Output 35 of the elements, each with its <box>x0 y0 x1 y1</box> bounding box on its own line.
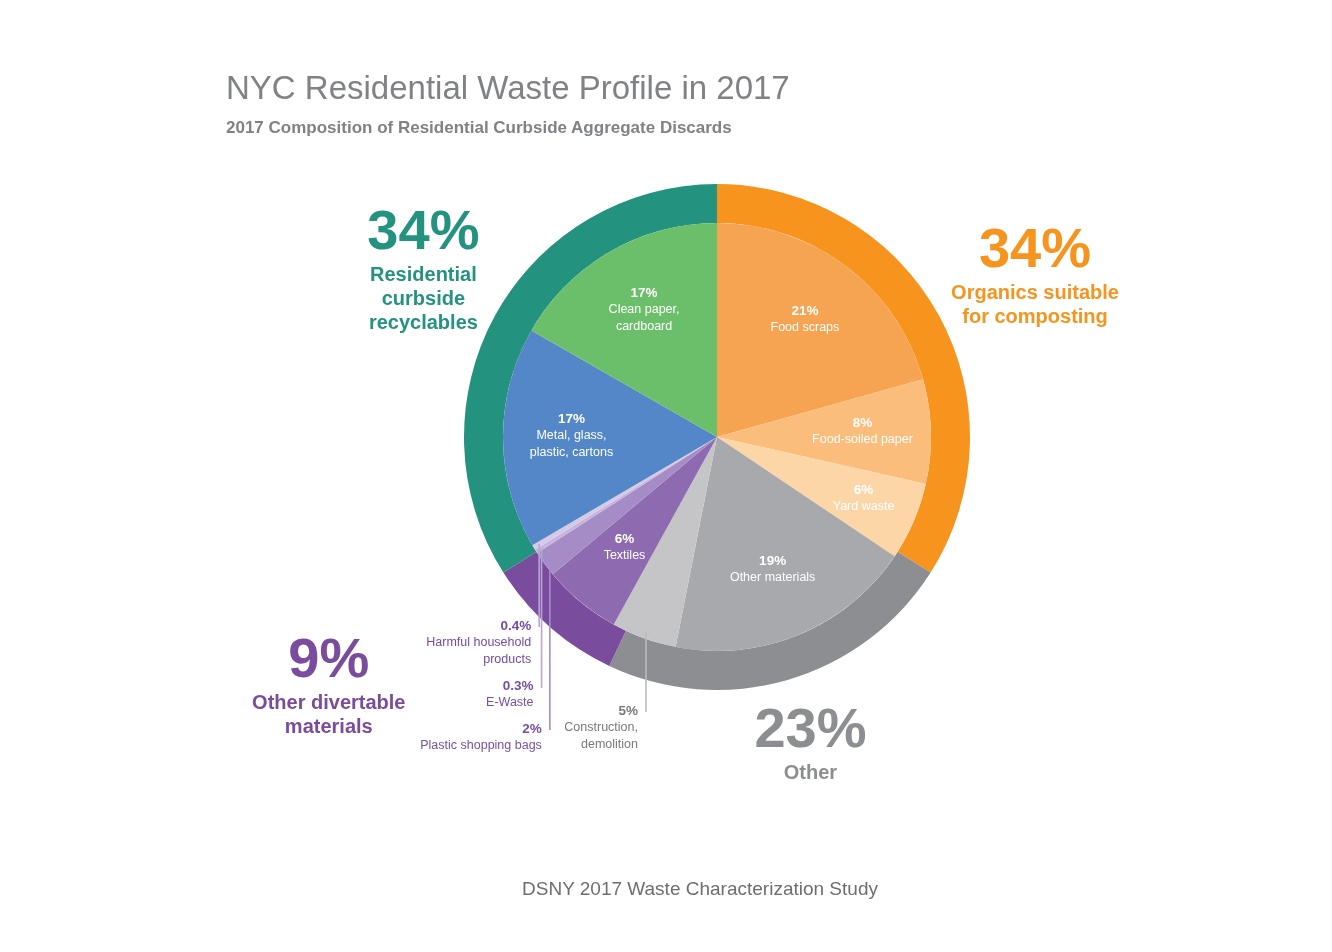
slice-label: Organics suitable for composting <box>951 280 1119 327</box>
slice-label: Other divertable materials <box>252 690 406 737</box>
data-label: 6% <box>614 531 635 547</box>
slice-label: Clean paper, cardboard <box>608 301 680 333</box>
data-label: 34% <box>978 215 1092 279</box>
slice-label: Yard waste <box>832 499 895 514</box>
slice-label: Food scraps <box>770 320 840 335</box>
pie-slice <box>503 330 717 546</box>
slice-label: Residential curbside recyclables <box>368 262 478 333</box>
data-label: 19% <box>759 553 787 569</box>
data-label: 8% <box>852 415 873 431</box>
data-label: 9% <box>288 625 370 689</box>
slice-label: Construction, demolition <box>564 719 639 751</box>
chart-subtitle: 2017 Composition of Residential Curbside Aggregate Discards <box>226 118 732 137</box>
pie-slice <box>717 379 931 484</box>
slice-label: Harmful household products <box>426 634 532 666</box>
chart-title: NYC Residential Waste Profile in 2017 <box>226 69 790 106</box>
data-label: 0.3% <box>502 678 534 694</box>
slice-label: Other <box>783 761 838 784</box>
data-label: 17% <box>630 284 658 300</box>
data-label: 21% <box>791 303 819 319</box>
slice-label: Metal, glass, plastic, cartons <box>529 428 614 460</box>
slice-label: Textiles <box>603 548 646 563</box>
data-label: 17% <box>557 411 585 427</box>
slice-label: E-Waste <box>486 695 534 710</box>
data-label: 34% <box>367 197 480 261</box>
data-label: 23% <box>754 696 867 760</box>
data-label: 0.4% <box>500 617 532 633</box>
data-label: 2% <box>522 720 542 736</box>
text: DSNY 2017 Waste Characterization Study <box>522 878 879 899</box>
data-label: 6% <box>853 482 874 498</box>
data-label: 5% <box>618 702 638 718</box>
slice-label: Food-soiled paper <box>812 432 913 447</box>
slice-label: Plastic shopping bags <box>420 737 542 752</box>
slice-label: Other materials <box>729 570 816 585</box>
